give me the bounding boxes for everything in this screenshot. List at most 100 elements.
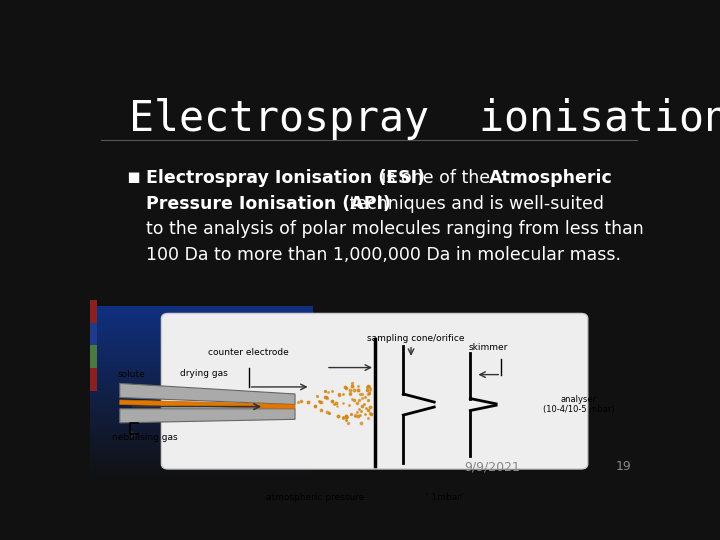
Text: 19: 19 (616, 460, 631, 473)
Polygon shape (120, 383, 295, 404)
Bar (90, 368, 97, 391)
Bar (90, 354, 313, 356)
Bar (90, 315, 313, 317)
Bar (90, 457, 313, 459)
Bar (90, 397, 313, 400)
Bar (90, 310, 313, 313)
Bar (90, 424, 313, 426)
Bar (90, 376, 313, 378)
Bar (90, 391, 313, 393)
Bar (90, 409, 313, 411)
Bar (90, 384, 313, 387)
Text: 100 Da to more than 1,000,000 Da in molecular mass.: 100 Da to more than 1,000,000 Da in mole… (145, 246, 621, 264)
Bar (90, 459, 313, 461)
Bar (90, 478, 313, 481)
Bar (90, 437, 313, 439)
Bar (90, 330, 313, 332)
Bar (90, 347, 313, 349)
Bar (90, 328, 313, 330)
Text: 9/9/2021: 9/9/2021 (464, 460, 520, 473)
Bar (90, 352, 313, 354)
Bar (90, 452, 313, 454)
Text: atmospheric pressure: atmospheric pressure (266, 492, 365, 502)
Bar (90, 361, 313, 363)
Bar (90, 420, 313, 422)
Bar (90, 332, 313, 334)
Bar (90, 372, 313, 374)
Text: Electrospray Ionisation (ESI): Electrospray Ionisation (ESI) (145, 168, 425, 187)
Bar (90, 441, 313, 443)
Text: Electrospray  ionisation: Electrospray ionisation (129, 98, 720, 140)
Text: nebulising gas: nebulising gas (112, 433, 178, 442)
Bar (90, 411, 313, 413)
Text: analyser
(10-4/10-5 mbar): analyser (10-4/10-5 mbar) (543, 395, 614, 414)
Bar (90, 393, 313, 395)
Bar (90, 476, 313, 478)
Bar (90, 378, 313, 380)
Bar (90, 374, 313, 376)
Bar (90, 363, 313, 365)
Bar (90, 402, 313, 404)
Bar (90, 345, 313, 347)
FancyBboxPatch shape (161, 313, 588, 469)
Bar (90, 321, 313, 323)
Bar (90, 446, 313, 448)
Bar (90, 415, 313, 417)
Bar (90, 359, 313, 361)
Text: is one of the: is one of the (376, 168, 495, 187)
Bar (90, 472, 313, 474)
Bar (90, 435, 313, 437)
Bar (90, 400, 313, 402)
Bar (90, 380, 313, 382)
Bar (90, 382, 313, 384)
Text: to the analysis of polar molecules ranging from less than: to the analysis of polar molecules rangi… (145, 220, 644, 238)
Bar (90, 461, 313, 463)
Bar (90, 463, 313, 465)
Bar (90, 323, 313, 326)
Text: Pressure Ionisation (API): Pressure Ionisation (API) (145, 194, 391, 213)
Bar (90, 465, 313, 468)
Bar (90, 365, 313, 367)
Bar (90, 346, 97, 368)
Bar (90, 395, 313, 397)
Bar (90, 450, 313, 452)
Bar (90, 470, 313, 472)
Text: Atmospheric: Atmospheric (489, 168, 613, 187)
Bar (90, 341, 313, 343)
Bar (90, 322, 97, 346)
Bar (90, 334, 313, 336)
Bar (90, 474, 313, 476)
Bar (90, 326, 313, 328)
Bar (90, 468, 313, 470)
Text: solute: solute (117, 370, 145, 380)
Bar (90, 336, 313, 339)
Text: techniques and is well-suited: techniques and is well-suited (344, 194, 604, 213)
Bar (90, 430, 313, 433)
Bar (90, 433, 313, 435)
Bar (90, 367, 313, 369)
Polygon shape (120, 400, 295, 409)
Bar (90, 349, 313, 352)
Bar (90, 343, 313, 345)
Text: ▪: ▪ (126, 167, 140, 187)
Bar (90, 387, 313, 389)
Text: sampling cone/orifice: sampling cone/orifice (367, 334, 465, 343)
Bar (90, 404, 313, 407)
Bar (90, 413, 313, 415)
Bar (90, 319, 313, 321)
Bar (90, 308, 313, 310)
Text: ' 1mbar': ' 1mbar' (426, 492, 463, 502)
Bar (90, 422, 313, 424)
Text: drying gas: drying gas (180, 369, 228, 379)
Bar (90, 369, 313, 372)
Bar (90, 448, 313, 450)
Bar (90, 417, 313, 420)
Bar (90, 356, 313, 359)
Bar (90, 439, 313, 441)
Bar (90, 454, 313, 457)
Polygon shape (120, 409, 295, 423)
Bar (90, 407, 313, 409)
Bar (90, 313, 313, 315)
Bar (90, 428, 313, 430)
Text: skimmer: skimmer (469, 343, 508, 352)
